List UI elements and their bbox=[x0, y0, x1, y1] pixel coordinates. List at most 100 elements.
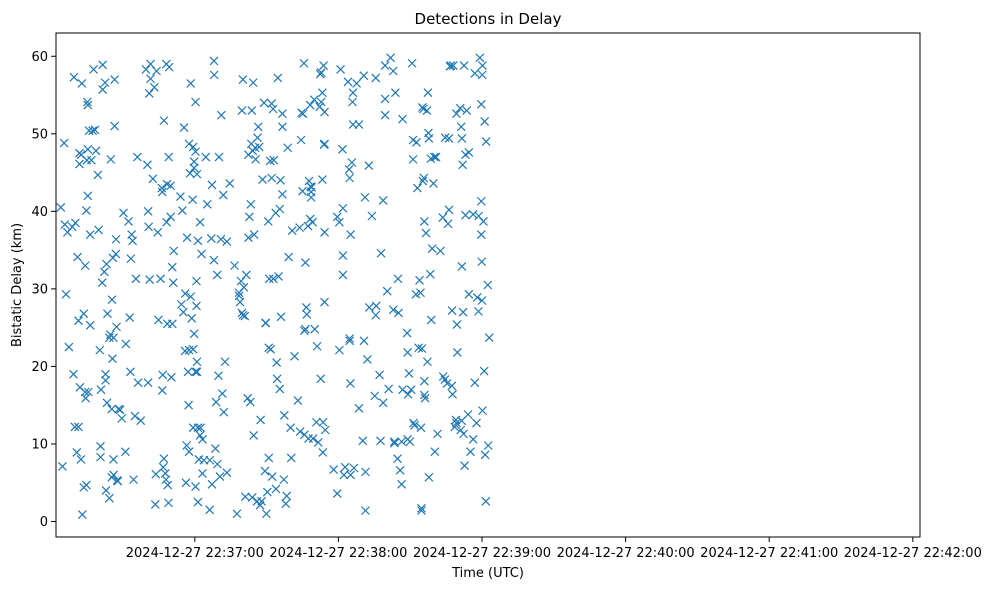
data-point bbox=[166, 212, 176, 222]
data-point bbox=[403, 389, 413, 399]
data-point bbox=[81, 480, 91, 490]
data-point bbox=[186, 292, 196, 302]
data-point bbox=[338, 251, 348, 260]
data-point bbox=[96, 441, 105, 451]
data-point bbox=[420, 393, 430, 403]
data-point bbox=[388, 66, 398, 76]
data-point bbox=[349, 463, 359, 473]
data-point bbox=[80, 261, 90, 271]
data-points bbox=[56, 53, 494, 519]
data-point bbox=[214, 371, 223, 381]
data-point bbox=[153, 227, 163, 237]
data-point bbox=[230, 261, 239, 271]
data-point bbox=[290, 351, 300, 361]
data-point bbox=[345, 173, 355, 183]
data-point bbox=[301, 303, 311, 312]
data-point bbox=[219, 407, 229, 417]
data-point bbox=[431, 152, 441, 162]
data-point bbox=[216, 110, 226, 120]
data-point bbox=[121, 339, 131, 349]
data-point bbox=[61, 289, 71, 299]
data-point bbox=[191, 367, 200, 377]
data-point bbox=[95, 345, 105, 355]
x-tick-label: 2024-12-27 22:37:00 bbox=[126, 546, 264, 561]
data-point bbox=[359, 71, 369, 81]
data-point bbox=[354, 120, 364, 129]
data-point bbox=[332, 489, 342, 499]
data-point bbox=[222, 237, 232, 247]
data-point bbox=[98, 85, 108, 95]
data-point bbox=[444, 205, 454, 215]
data-point bbox=[154, 315, 163, 325]
data-point bbox=[222, 468, 232, 478]
x-tick-label: 2024-12-27 22:38:00 bbox=[269, 546, 407, 561]
data-point bbox=[442, 379, 452, 388]
data-point bbox=[354, 403, 364, 413]
data-point bbox=[339, 470, 349, 480]
data-point bbox=[305, 100, 315, 110]
data-point bbox=[146, 59, 155, 69]
data-point bbox=[235, 297, 245, 307]
data-point bbox=[272, 358, 282, 367]
data-point bbox=[257, 496, 267, 506]
data-point bbox=[308, 434, 318, 443]
data-point bbox=[386, 53, 396, 63]
data-point bbox=[443, 219, 453, 229]
data-point bbox=[64, 342, 74, 352]
data-point bbox=[479, 366, 489, 376]
data-point bbox=[109, 455, 118, 464]
data-point bbox=[286, 423, 295, 433]
x-tick-label: 2024-12-27 22:39:00 bbox=[413, 546, 551, 561]
data-point bbox=[472, 418, 481, 428]
data-point bbox=[144, 222, 154, 232]
data-point bbox=[345, 379, 355, 388]
data-point bbox=[75, 159, 84, 169]
data-point bbox=[343, 77, 353, 87]
data-point bbox=[338, 270, 348, 280]
data-point bbox=[352, 78, 362, 88]
data-point bbox=[279, 410, 289, 420]
data-point bbox=[425, 269, 435, 279]
data-point bbox=[143, 206, 153, 216]
data-point bbox=[456, 425, 466, 435]
data-point bbox=[380, 61, 390, 70]
data-point bbox=[283, 143, 293, 153]
data-point bbox=[279, 475, 289, 485]
data-point bbox=[245, 397, 255, 407]
data-point bbox=[202, 199, 212, 209]
data-point bbox=[264, 453, 274, 463]
data-point bbox=[267, 472, 277, 481]
data-point bbox=[286, 453, 296, 463]
data-point bbox=[274, 272, 284, 281]
data-point bbox=[262, 487, 272, 497]
data-point bbox=[375, 370, 385, 380]
data-point bbox=[364, 161, 374, 171]
data-point bbox=[308, 217, 317, 227]
data-point bbox=[125, 313, 135, 322]
data-point bbox=[446, 61, 456, 70]
data-point bbox=[295, 427, 305, 436]
data-point bbox=[99, 267, 109, 277]
data-point bbox=[77, 78, 87, 88]
data-point bbox=[268, 274, 278, 284]
data-point bbox=[273, 73, 283, 83]
data-point bbox=[417, 503, 426, 513]
data-point bbox=[336, 65, 345, 74]
y-tick-label: 0 bbox=[40, 515, 48, 530]
data-point bbox=[70, 218, 80, 228]
data-point bbox=[238, 75, 248, 84]
data-point bbox=[240, 311, 250, 321]
data-point bbox=[452, 320, 462, 329]
data-point bbox=[159, 454, 169, 464]
data-point bbox=[404, 368, 414, 378]
x-axis: 2024-12-27 22:37:00 2024-12-27 22:38:00 20… bbox=[126, 537, 982, 561]
data-point bbox=[463, 410, 473, 419]
data-point bbox=[164, 62, 174, 72]
data-point bbox=[108, 354, 117, 364]
data-point bbox=[293, 396, 303, 405]
data-point bbox=[70, 422, 80, 432]
data-point bbox=[120, 447, 130, 457]
data-point bbox=[112, 322, 121, 332]
data-point bbox=[198, 468, 207, 478]
